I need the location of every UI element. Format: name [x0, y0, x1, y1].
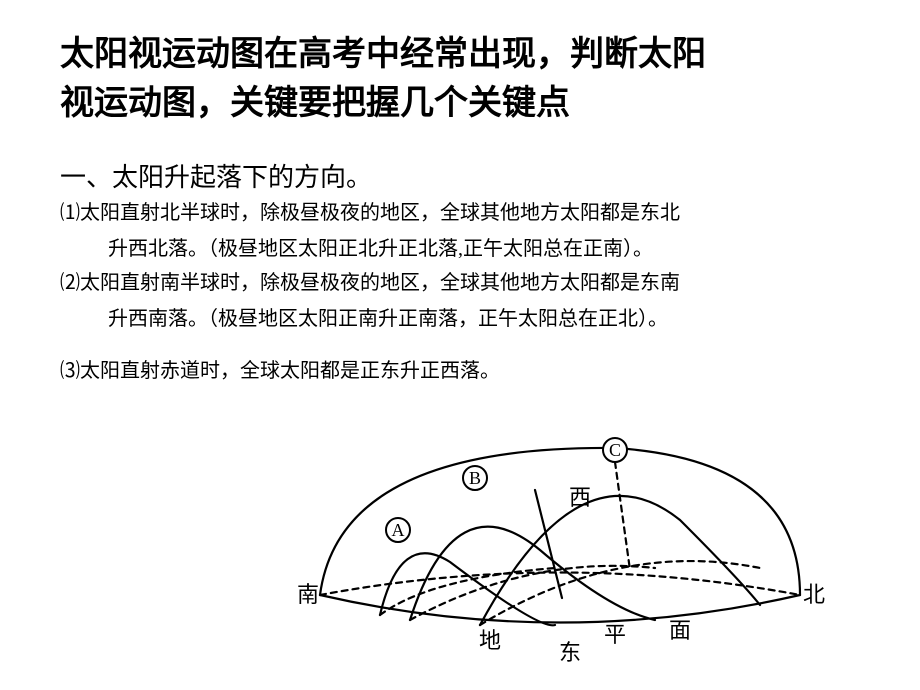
label-C: C: [609, 440, 621, 460]
item-3: ⑶太阳直射赤道时，全球太阳都是正东升正西落。: [0, 352, 920, 386]
item-2-line1: ⑵太阳直射南半球时，除极昼极夜的地区，全球其他地方太阳都是东南: [0, 264, 920, 298]
item-1-line1: ⑴太阳直射北半球时，除极昼极夜的地区，全球其他地方太阳都是东北: [0, 194, 920, 228]
label-A: A: [392, 520, 405, 540]
celestial-dome-diagram: A B C 南 北 西 东 地 平 面: [280, 420, 840, 670]
label-north: 北: [803, 582, 825, 607]
label-east: 东: [559, 640, 581, 665]
label-south: 南: [297, 582, 319, 607]
label-ground1: 地: [479, 628, 501, 653]
label-west: 西: [569, 485, 591, 510]
label-B: B: [469, 468, 481, 488]
title-line1: 太阳视运动图在高考中经常出现，判断太阳: [60, 35, 706, 73]
label-ground3: 面: [669, 618, 691, 643]
title-line2: 视运动图，关键要把握几个关键点: [60, 84, 570, 122]
label-ground2: 平: [604, 622, 626, 647]
item-2-line2: 升西南落。（极昼地区太阳正南升正南落，正午太阳总在正北）。: [0, 300, 920, 334]
section-heading: 一、太阳升起落下的方向。: [0, 129, 920, 194]
item-1-line2: 升西北落。（极昼地区太阳正北升正北落,正午太阳总在正南）。: [0, 230, 920, 264]
